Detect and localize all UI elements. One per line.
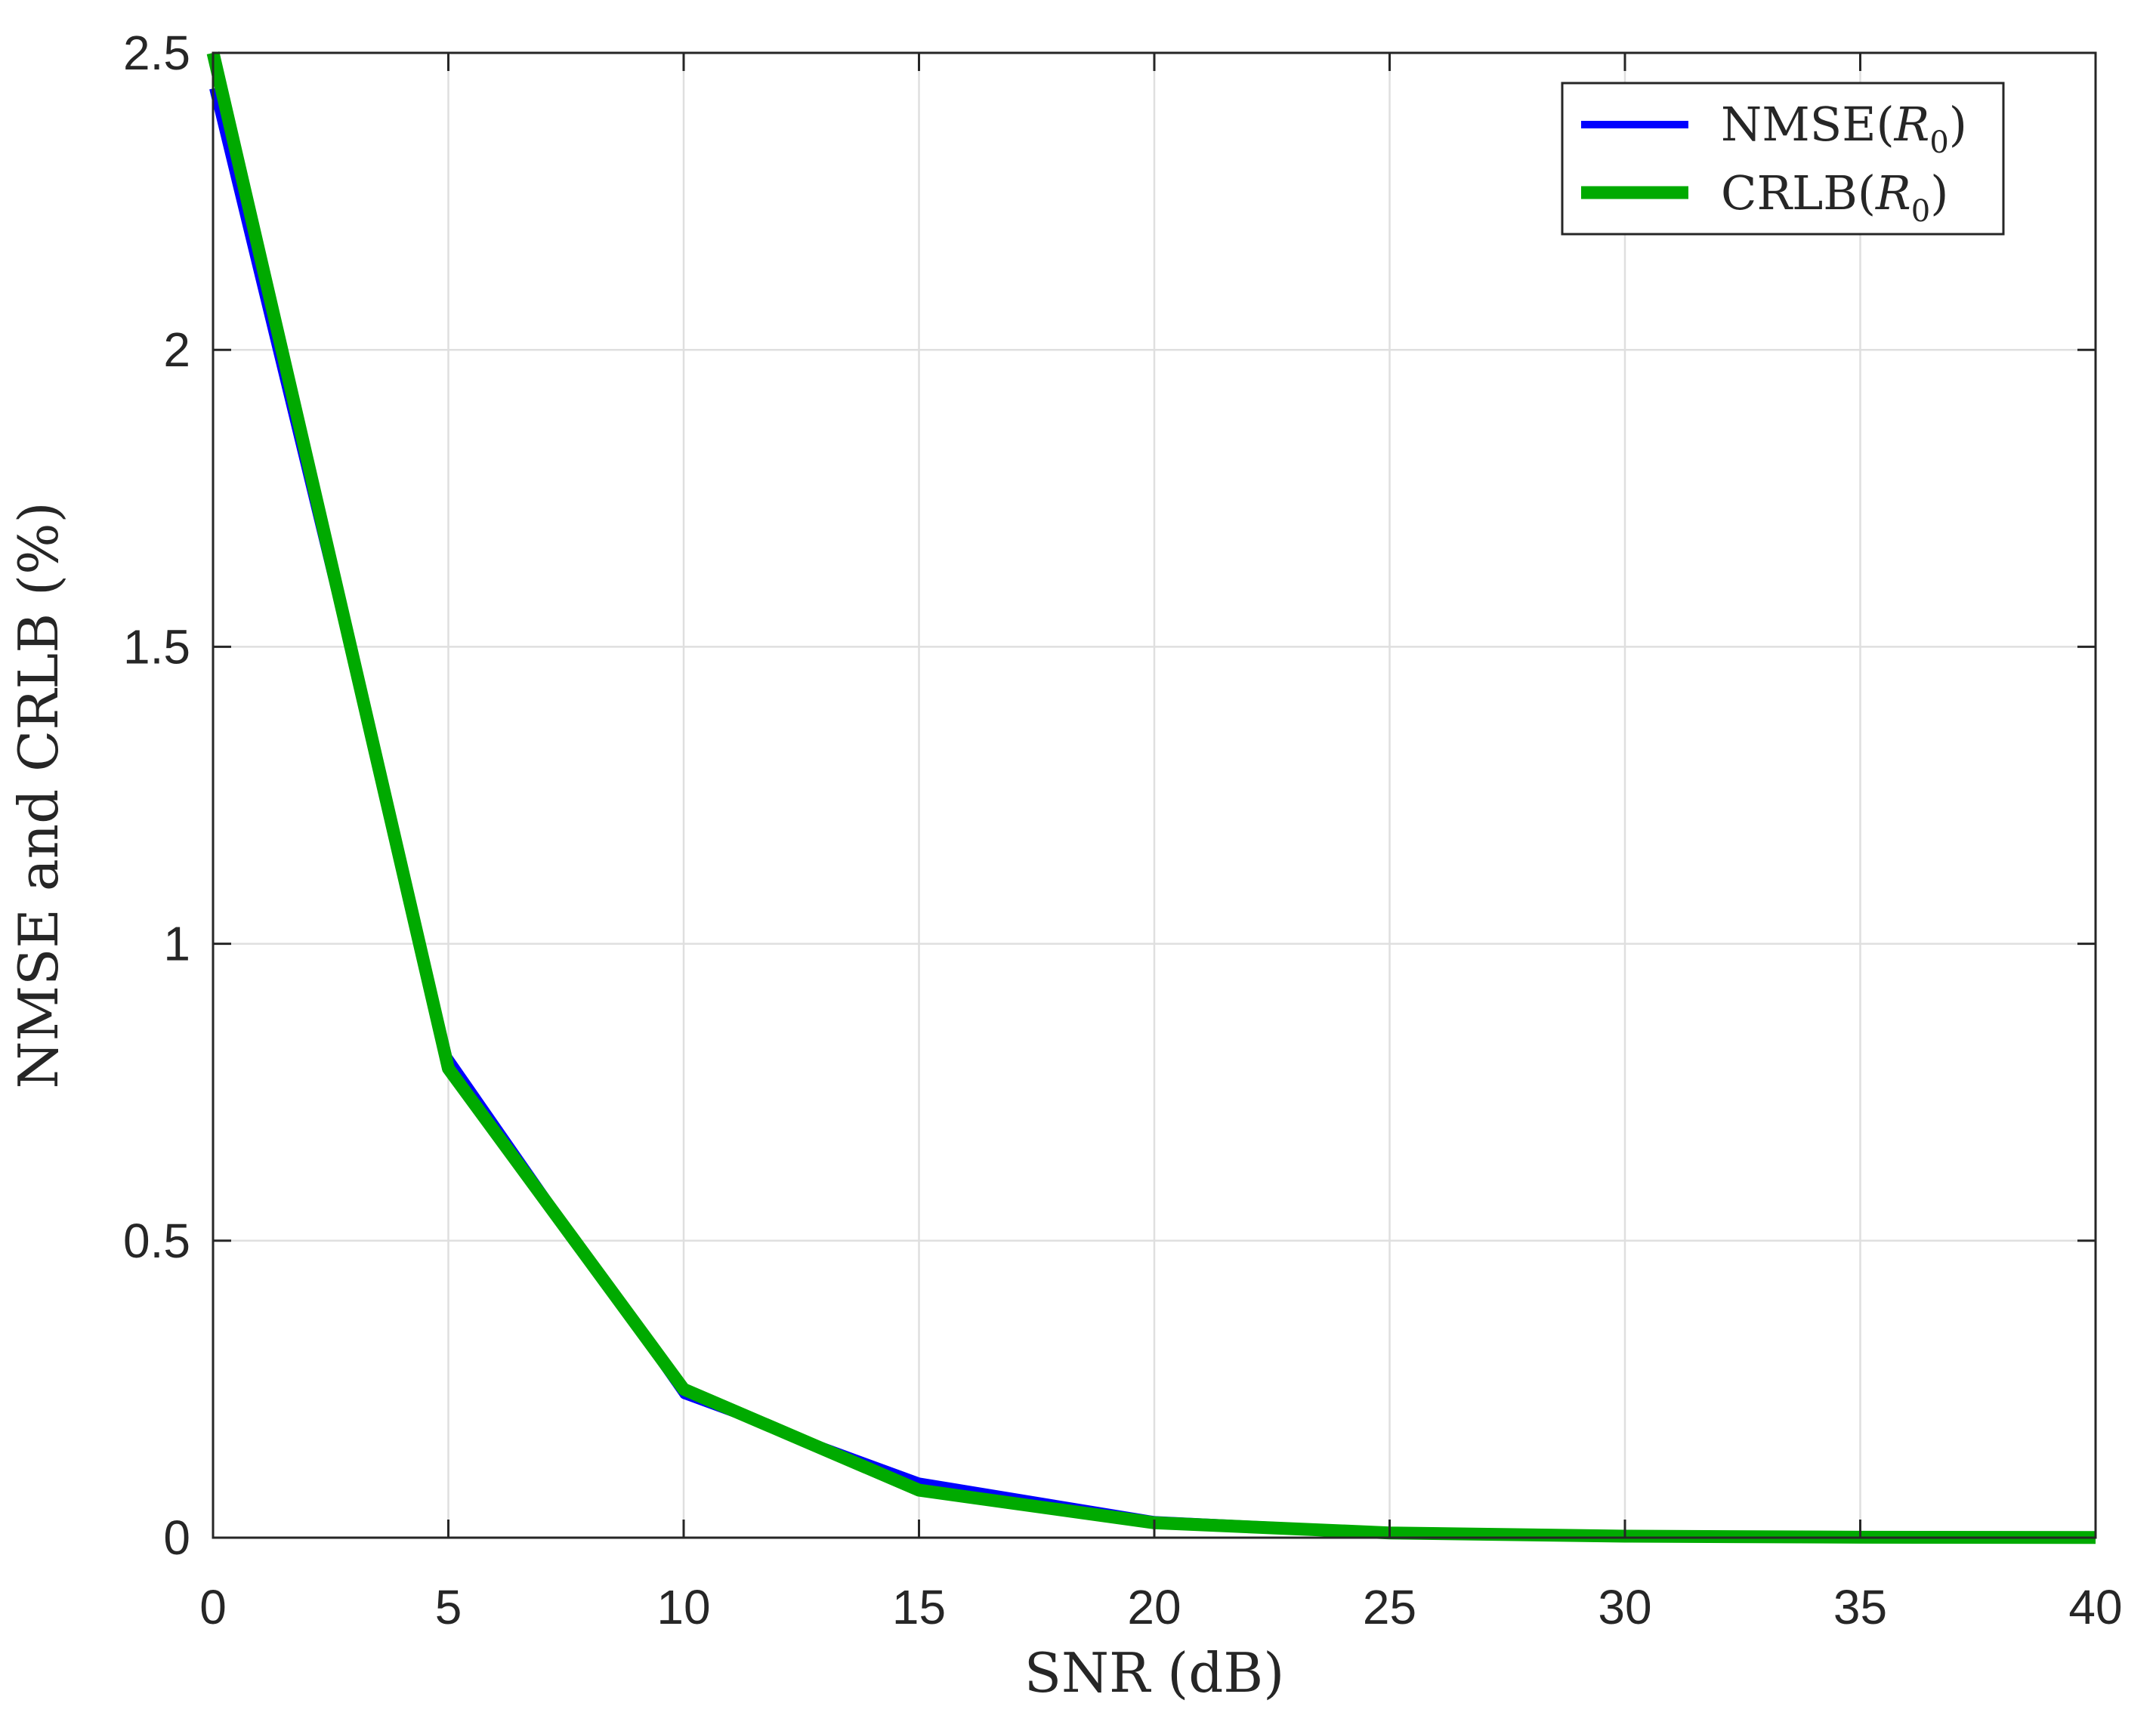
ticks	[212, 51, 2097, 1539]
x-tick-label: 30	[1598, 1580, 1651, 1634]
y-tick-label: 2	[163, 322, 190, 377]
y-tick-label: 1	[163, 917, 190, 971]
x-tick-label: 15	[892, 1580, 946, 1634]
x-tick-label: 10	[656, 1580, 710, 1634]
y-axis-title: NMSE and CRLB (%)	[7, 501, 70, 1088]
y-tick-label: 0.5	[123, 1214, 190, 1268]
y-tick-label: 1.5	[123, 619, 190, 674]
legend-label-nmse: NMSE(R0)	[1721, 97, 1967, 160]
x-axis-title: SNR (dB)	[1024, 1641, 1285, 1705]
grid	[212, 51, 2097, 1539]
y-tick-label: 0	[163, 1510, 190, 1565]
legend-box	[1561, 82, 2005, 236]
x-tick-label: 5	[435, 1580, 462, 1634]
x-tick-label: 25	[1363, 1580, 1416, 1634]
x-tick-label: 20	[1127, 1580, 1181, 1634]
x-tick-label: 35	[1833, 1580, 1887, 1634]
legend: NMSE(R0) CRLB(R0)	[1561, 82, 2005, 236]
x-tick-label: 0	[199, 1580, 227, 1634]
legend-label-crlb: CRLB(R0)	[1721, 165, 1948, 229]
x-tick-label: 40	[2068, 1580, 2122, 1634]
tick-labels: 0 5 10 15 20 25 30 35 40 0 0.5 1 1.5 2 2.5	[123, 26, 2123, 1634]
y-tick-label: 2.5	[123, 26, 190, 80]
